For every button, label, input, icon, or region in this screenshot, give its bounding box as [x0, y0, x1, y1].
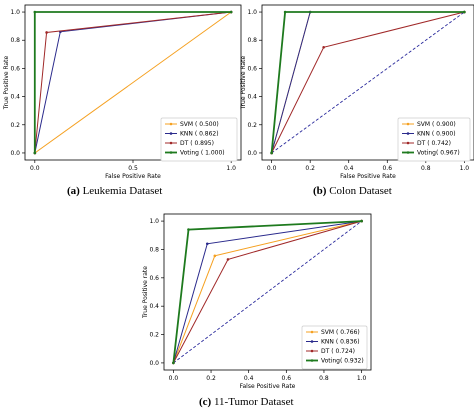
x-tick-label: 0.4 — [344, 165, 354, 172]
y-axis-label: True Positive Rate — [3, 55, 10, 110]
legend-label-0: SVM ( 0.766) — [321, 329, 360, 336]
series-point-0 — [213, 254, 217, 258]
series-point-3 — [283, 10, 287, 14]
x-tick-label: 0.8 — [319, 375, 329, 382]
legend-marker-0 — [406, 122, 410, 126]
y-tick-label: 0.4 — [10, 94, 20, 101]
series-point-3 — [360, 219, 363, 223]
chance-diagonal-line — [173, 220, 362, 364]
legend-label-1: KNN ( 0.836) — [321, 339, 360, 346]
y-tick-label: 0.8 — [247, 37, 257, 44]
plot-frame — [163, 213, 372, 371]
y-tick-label: 0.6 — [247, 65, 257, 72]
caption-b-letter: (b) — [313, 185, 327, 197]
series-point-2 — [322, 45, 325, 49]
y-tick-label: 1.0 — [247, 9, 257, 16]
legend-box — [301, 325, 368, 370]
legend-marker-2 — [310, 349, 314, 353]
legend-label-1: KNN ( 0.900) — [417, 131, 456, 138]
legend-marker-2 — [406, 141, 410, 145]
legend-label-0: SVM ( 0.500) — [180, 121, 219, 128]
legend-box — [397, 117, 471, 162]
legend-label-2: DT ( 0.895) — [180, 140, 214, 147]
legend-marker-1 — [406, 132, 410, 135]
series-point-3 — [463, 10, 466, 14]
legend-marker-1 — [310, 340, 314, 343]
x-tick-label: 0.2 — [305, 165, 315, 172]
y-tick-label: 1.0 — [149, 218, 159, 225]
caption-b: (b) Colon Dataset — [313, 185, 392, 197]
x-tick-label: 0.8 — [421, 165, 431, 172]
caption-c: (c) 11-Tumor Dataset — [199, 396, 294, 408]
caption-c-text: 11-Tumor Dataset — [211, 396, 294, 408]
y-tick-label: 0.6 — [10, 65, 20, 72]
x-tick-label: 0.0 — [30, 165, 40, 172]
caption-a: (a) Leukemia Dataset — [67, 185, 162, 197]
series-point-3 — [270, 151, 273, 155]
x-tick-label: 0.6 — [282, 375, 292, 382]
legend-marker-1 — [169, 132, 173, 135]
legend-label-1: KNN ( 0.862) — [180, 131, 219, 138]
x-tick-label: 0.4 — [244, 375, 254, 382]
caption-c-letter: (c) — [199, 396, 212, 408]
x-axis-label: False Positive Rate — [105, 173, 161, 180]
series-point-1 — [205, 242, 209, 246]
legend-label-0: SVM ( 0.900) — [417, 121, 456, 128]
y-tick-label: 0.8 — [149, 246, 159, 253]
y-tick-label: 0.6 — [149, 275, 159, 282]
legend-label-3: Voting ( 1.000) — [180, 150, 225, 157]
x-tick-label: 0.0 — [267, 165, 277, 172]
x-axis-label: False Positive Rate — [340, 173, 396, 180]
y-tick-label: 0.2 — [149, 332, 159, 339]
legend-marker-3 — [169, 151, 173, 154]
series-line-0 — [34, 11, 232, 154]
x-tick-label: 0.2 — [206, 375, 216, 382]
y-tick-label: 1.0 — [10, 9, 20, 16]
legend-label-2: DT ( 0.742) — [417, 140, 451, 147]
legend-label-3: Voting( 0.932) — [321, 358, 364, 365]
y-axis-label: True Positive Rate — [240, 55, 247, 110]
series-point-2 — [45, 31, 48, 34]
plot-frame — [261, 4, 474, 161]
x-axis-label: False Positive Rate — [240, 383, 296, 390]
legend-marker-3 — [310, 359, 314, 362]
y-tick-label: 0.8 — [10, 37, 20, 44]
caption-a-letter: (a) — [67, 185, 80, 197]
legend-marker-2 — [169, 141, 173, 145]
y-tick-label: 0.4 — [247, 94, 257, 101]
y-tick-label: 0.4 — [149, 303, 159, 310]
caption-b-text: Colon Dataset — [326, 185, 392, 197]
series-point-3 — [229, 10, 233, 14]
y-tick-label: 0.0 — [247, 150, 257, 157]
y-axis-label: True Positive rate — [142, 266, 149, 319]
x-tick-label: 1.0 — [226, 165, 236, 172]
caption-a-text: Leukemia Dataset — [79, 185, 163, 197]
legend-marker-0 — [310, 330, 314, 334]
legend-label-3: Voting( 0.967) — [417, 150, 460, 157]
legend-label-2: DT ( 0.724) — [321, 348, 355, 355]
legend-box — [160, 117, 238, 162]
y-tick-label: 0.2 — [10, 122, 20, 129]
x-tick-label: 0.0 — [169, 375, 179, 382]
legend-marker-3 — [406, 151, 410, 154]
legend-marker-0 — [169, 122, 173, 126]
x-tick-label: 0.6 — [382, 165, 392, 172]
series-point-3 — [33, 10, 37, 14]
x-tick-label: 0.5 — [128, 165, 138, 172]
x-tick-label: 1.0 — [460, 165, 470, 172]
y-tick-label: 0.0 — [149, 360, 159, 367]
y-tick-label: 0.2 — [247, 122, 257, 129]
series-point-3 — [33, 151, 37, 155]
y-tick-label: 0.0 — [10, 150, 20, 157]
series-point-2 — [226, 258, 230, 261]
x-tick-label: 1.0 — [357, 375, 367, 382]
series-point-3 — [172, 361, 175, 365]
series-point-3 — [187, 228, 190, 231]
